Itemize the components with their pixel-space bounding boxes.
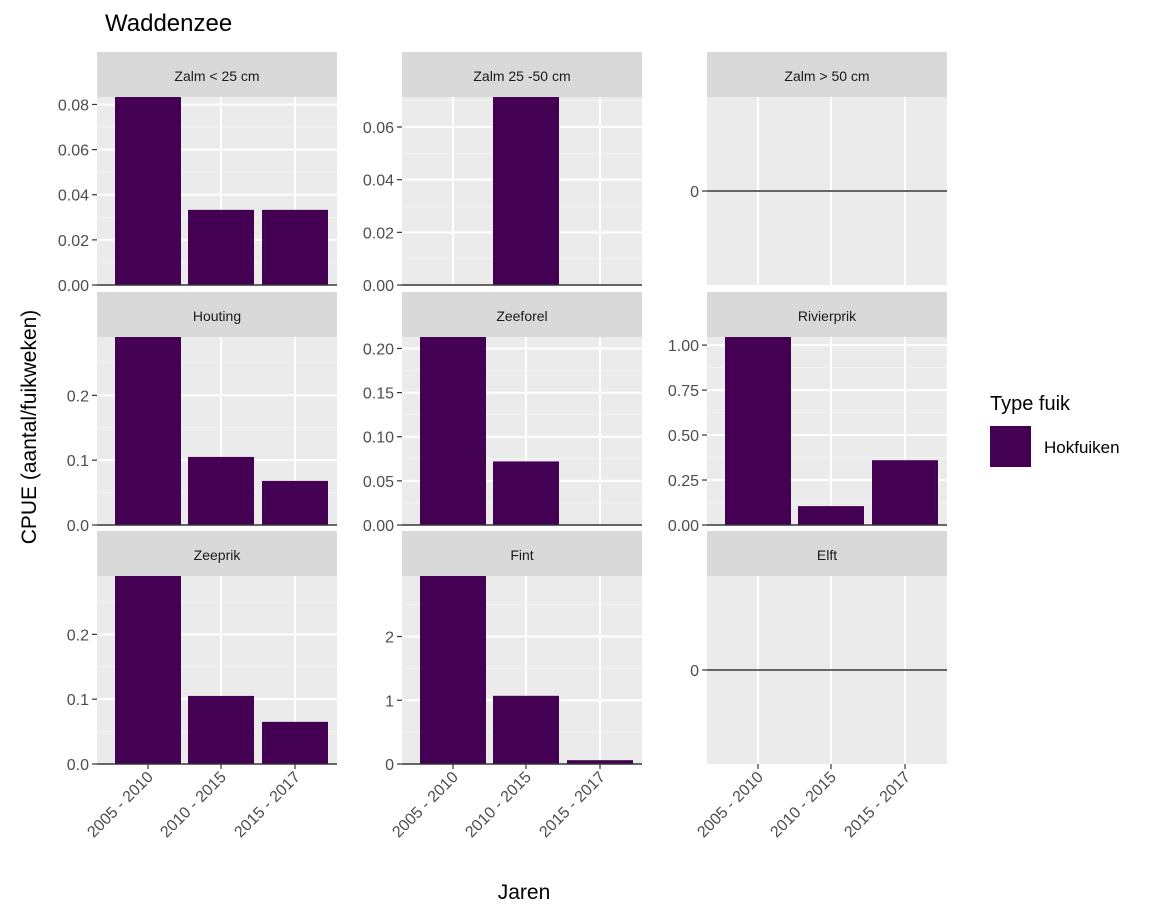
y-tick-label: 0.00 bbox=[668, 518, 699, 535]
y-tick-label: 0.15 bbox=[363, 386, 394, 403]
bar-houting-2010-2015 bbox=[188, 456, 254, 525]
y-tick-label: 0.06 bbox=[363, 120, 394, 137]
bar-fint-2015-2017 bbox=[567, 760, 633, 764]
panel-zeeforel: Zeeforel 0.00 0.05 0.10 0.15 0.20 bbox=[363, 292, 642, 535]
y-tick-label: 0.0 bbox=[67, 518, 89, 535]
bar-zalm-25-cm-2015-2017 bbox=[262, 209, 328, 285]
y-tick-label: 0 bbox=[690, 184, 699, 201]
strip-fint bbox=[402, 531, 642, 576]
x-tick-label: 2010 - 2015 bbox=[767, 769, 839, 841]
y-tick-label: 0.02 bbox=[363, 225, 394, 242]
y-tick-label: 0.1 bbox=[67, 692, 89, 709]
y-tick-label: 0 bbox=[690, 663, 699, 680]
y-tick-label: 0.02 bbox=[58, 233, 89, 250]
legend-label-hokfuiken: Hokfuiken bbox=[1044, 438, 1120, 457]
strip-label-houting: Houting bbox=[193, 308, 241, 324]
bar-zalm-25-50-cm-2010-2015 bbox=[493, 97, 559, 285]
strip-zalm-25-50-cm bbox=[402, 52, 642, 97]
bar-rivierprik-2005-2010 bbox=[725, 337, 791, 525]
panel-zalm-25-cm: Zalm < 25 cm 0.00 0.02 0.04 0.06 0.08 bbox=[58, 52, 337, 295]
y-tick-label: 0.50 bbox=[668, 428, 699, 445]
y-tick-label: 0.0 bbox=[67, 757, 89, 774]
strip-zeeforel bbox=[402, 292, 642, 337]
legend: Type fuik Hokfuiken bbox=[990, 393, 1120, 467]
x-tick-label: 2005 - 2010 bbox=[694, 769, 766, 841]
strip-label-zeeforel: Zeeforel bbox=[496, 308, 547, 324]
strip-label-elft: Elft bbox=[817, 547, 837, 563]
y-tick-label: 0.06 bbox=[58, 143, 89, 160]
panel-houting: Houting 0.0 0.1 0.2 bbox=[67, 292, 337, 535]
x-tick-label: 2005 - 2010 bbox=[84, 769, 156, 841]
bar-rivierprik-2010-2015 bbox=[798, 506, 864, 525]
y-tick-label: 0.08 bbox=[58, 97, 89, 114]
strip-zeeprik bbox=[97, 531, 337, 576]
strip-label-zalm-25-cm: Zalm < 25 cm bbox=[174, 68, 259, 84]
panel-zalm-25-50-cm: Zalm 25 -50 cm 0.00 0.02 0.04 0.06 bbox=[363, 52, 642, 295]
strip-label-rivierprik: Rivierprik bbox=[798, 308, 857, 324]
y-tick-label: 0.20 bbox=[363, 341, 394, 358]
strip-label-zalm-50-cm: Zalm > 50 cm bbox=[784, 68, 869, 84]
bar-houting-2015-2017 bbox=[262, 480, 328, 525]
x-tick-label: 2015 - 2017 bbox=[231, 769, 303, 841]
strip-label-fint: Fint bbox=[510, 547, 533, 563]
x-tick-label: 2015 - 2017 bbox=[536, 769, 608, 841]
y-tick-label: 0.04 bbox=[58, 188, 89, 205]
x-axis-label: Jaren bbox=[498, 881, 551, 904]
y-tick-label: 1.00 bbox=[668, 338, 699, 355]
y-tick-label: 1 bbox=[385, 693, 394, 710]
panel-elft: Elft 0 bbox=[690, 531, 947, 769]
x-tick-label: 2015 - 2017 bbox=[841, 769, 913, 841]
strip-rivierprik bbox=[707, 292, 947, 337]
y-tick-label: 0.2 bbox=[67, 388, 89, 405]
bar-houting-2005-2010 bbox=[115, 337, 181, 525]
y-tick-label: 2 bbox=[385, 630, 394, 647]
bar-rivierprik-2015-2017 bbox=[872, 460, 938, 525]
bar-zalm-25-cm-2005-2010 bbox=[115, 97, 181, 285]
y-axis-label: CPUE (aantal/fuikweken) bbox=[18, 310, 41, 545]
y-tick-label: 0.1 bbox=[67, 453, 89, 470]
bar-zeeforel-2005-2010 bbox=[420, 337, 486, 525]
bar-zeeforel-2010-2015 bbox=[493, 461, 559, 525]
y-tick-label: 0.25 bbox=[668, 473, 699, 490]
y-tick-label: 0 bbox=[385, 757, 394, 774]
chart-title: Waddenzee bbox=[105, 10, 232, 37]
x-tick-labels: 2005 - 2010 2010 - 2015 2015 - 2017 2005 - … bbox=[84, 769, 913, 841]
bar-zeeprik-2010-2015 bbox=[188, 695, 254, 764]
y-tick-label: 0.05 bbox=[363, 474, 394, 491]
strip-zalm-50-cm bbox=[707, 52, 947, 97]
y-tick-label: 0.75 bbox=[668, 383, 699, 400]
bar-zalm-25-cm-2010-2015 bbox=[188, 209, 254, 285]
panel-zeeprik: Zeeprik 0.0 0.1 0.2 bbox=[67, 531, 337, 774]
y-tick-label: 0.04 bbox=[363, 173, 394, 190]
strip-elft bbox=[707, 531, 947, 576]
panel-fint: Fint 0 1 2 bbox=[385, 531, 642, 774]
bar-fint-2010-2015 bbox=[493, 695, 559, 764]
strip-label-zeeprik: Zeeprik bbox=[194, 547, 242, 563]
panel-rivierprik: Rivierprik 0.00 0.25 0.50 0.75 1.00 bbox=[668, 292, 947, 535]
legend-key-hokfuiken bbox=[990, 426, 1031, 467]
y-tick-label: 0.10 bbox=[363, 430, 394, 447]
y-tick-label: 0.00 bbox=[58, 278, 89, 295]
strip-zalm-25-cm bbox=[97, 52, 337, 97]
x-tick-label: 2010 - 2015 bbox=[157, 769, 229, 841]
bar-zeeprik-2005-2010 bbox=[115, 576, 181, 764]
strip-label-zalm-25-50-cm: Zalm 25 -50 cm bbox=[473, 68, 570, 84]
y-tick-label: 0.00 bbox=[363, 518, 394, 535]
bar-fint-2005-2010 bbox=[420, 576, 486, 764]
panel-zalm-50-cm: Zalm > 50 cm 0 bbox=[690, 52, 947, 285]
strip-houting bbox=[97, 292, 337, 337]
y-tick-label: 0.2 bbox=[67, 627, 89, 644]
x-tick-label: 2005 - 2010 bbox=[389, 769, 461, 841]
bar-zeeprik-2015-2017 bbox=[262, 721, 328, 764]
x-tick-label: 2010 - 2015 bbox=[462, 769, 534, 841]
y-tick-label: 0.00 bbox=[363, 278, 394, 295]
legend-title: Type fuik bbox=[990, 393, 1071, 415]
